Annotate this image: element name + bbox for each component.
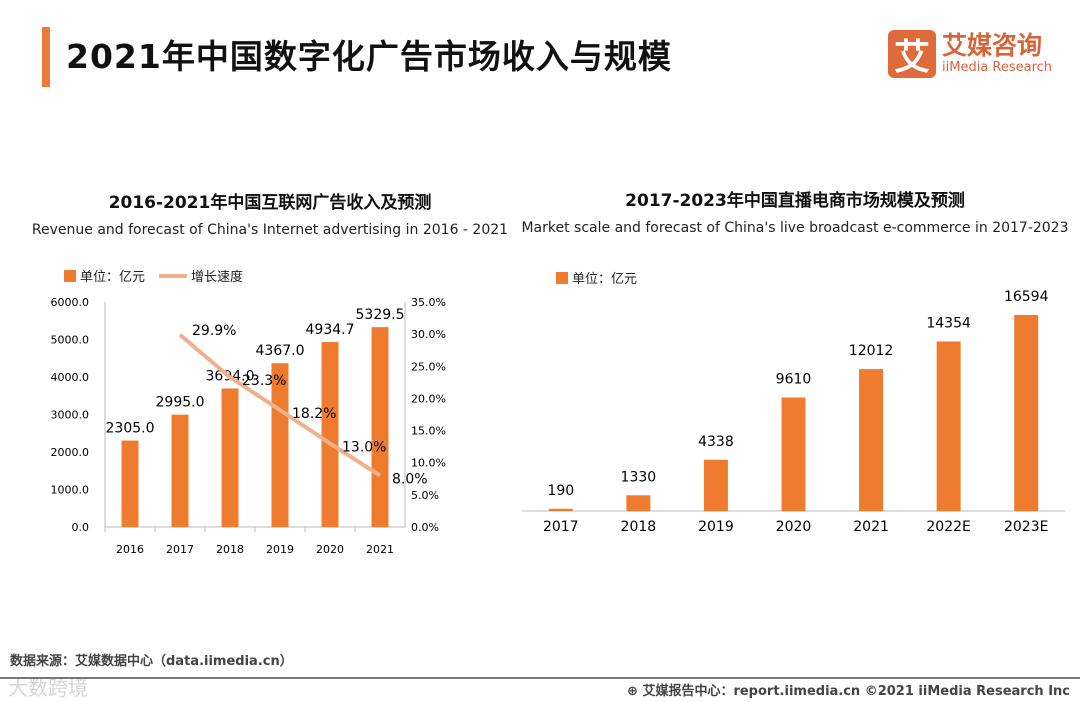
chart2-legend: 单位：亿元 (556, 268, 637, 287)
y-tick-label: 6000.0 (51, 296, 90, 309)
y2-tick-label: 0.0% (411, 521, 439, 534)
bar-value-label: 4934.7 (306, 322, 355, 338)
x-tick-label: 2019 (266, 543, 294, 556)
bar-value-label: 2995.0 (156, 395, 205, 411)
bar-value-label: 12012 (849, 343, 894, 359)
y2-tick-label: 5.0% (411, 489, 439, 502)
page-title: 2021年中国数字化广告市场收入与规模 (66, 37, 672, 76)
title-accent-bar (42, 27, 50, 87)
bar (781, 397, 806, 511)
footer-divider (0, 677, 1080, 679)
y-tick-label: 3000.0 (51, 409, 90, 422)
legend-bar-swatch (556, 271, 568, 284)
chart1-legend: 单位：亿元 增长速度 (64, 266, 243, 285)
y2-tick-label: 10.0% (411, 457, 446, 470)
legend-line-label: 增长速度 (191, 270, 244, 285)
x-tick-label: 2022E (926, 519, 970, 535)
bar (548, 508, 573, 511)
bar (626, 495, 651, 511)
growth-value-label: 18.2% (292, 406, 336, 422)
footer-report: ⊕ 艾媒报告中心：report.iimedia.cn ©2021 iiMedia… (627, 684, 1070, 699)
bar-value-label: 14354 (926, 315, 971, 331)
y2-tick-label: 35.0% (411, 296, 446, 309)
x-tick-label: 2018 (216, 543, 244, 556)
growth-value-label: 23.3% (242, 373, 286, 389)
y2-tick-label: 20.0% (411, 392, 446, 405)
data-source: 数据来源：艾媒数据中心（data.iimedia.cn） (10, 654, 293, 669)
bar-value-label: 4367.0 (256, 343, 305, 359)
bar (859, 369, 884, 511)
y2-tick-label: 30.0% (411, 328, 446, 341)
bar-value-label: 2305.0 (106, 421, 155, 437)
bar (171, 414, 189, 527)
growth-value-label: 29.9% (192, 323, 236, 339)
growth-line (178, 333, 382, 478)
y2-tick-label: 25.0% (411, 360, 446, 373)
globe-icon: ⊕ (627, 684, 643, 699)
bar-value-label: 4338 (698, 434, 734, 450)
x-tick-label: 2021 (853, 519, 889, 535)
y-tick-label: 0.0 (72, 521, 90, 534)
y2-tick-label: 15.0% (411, 425, 446, 438)
legend-bar-swatch (64, 269, 76, 282)
logo-cn: 艾媒咨询 (942, 31, 1043, 60)
y-tick-label: 1000.0 (51, 484, 90, 497)
y-tick-label: 5000.0 (51, 334, 90, 347)
legend-bar-label: 单位：亿元 (80, 270, 146, 285)
bar-value-label: 1330 (621, 469, 657, 485)
y-tick-label: 4000.0 (51, 371, 90, 384)
bar (271, 363, 289, 527)
chart1-subtitle: Revenue and forecast of China's Internet… (31, 222, 509, 238)
y-tick-label: 2000.0 (51, 446, 90, 459)
x-tick-label: 2020 (316, 543, 344, 556)
watermark: 大数跨境 (8, 676, 88, 700)
chart1-title: 2016-2021年中国互联网广告收入及预测 (108, 193, 432, 213)
x-tick-label: 2018 (621, 519, 657, 535)
logo-en: iiMedia Research (942, 60, 1053, 75)
chart2-subtitle: Market scale and forecast of China's liv… (521, 220, 1069, 236)
bar (703, 459, 728, 511)
bar (121, 440, 139, 527)
bar (1014, 315, 1039, 511)
logo-mark: 艾 (888, 30, 936, 78)
x-tick-label: 2020 (776, 519, 812, 535)
bar-value-label: 9610 (776, 371, 812, 387)
logo: 艾 艾媒咨询 iiMedia Research (888, 30, 1052, 78)
x-tick-label: 2017 (166, 543, 194, 556)
x-tick-label: 2021 (366, 543, 394, 556)
bar-value-label: 190 (547, 483, 574, 499)
x-tick-label: 2023E (1004, 519, 1048, 535)
chart2-title: 2017-2023年中国直播电商市场规模及预测 (625, 191, 965, 211)
x-tick-label: 2019 (698, 519, 734, 535)
bar (936, 341, 961, 511)
growth-value-label: 8.0% (392, 472, 428, 488)
growth-value-label: 13.0% (342, 439, 386, 455)
x-tick-label: 2017 (543, 519, 579, 535)
legend-line-swatch (159, 273, 188, 278)
bar (371, 327, 389, 527)
x-tick-label: 2016 (116, 543, 144, 556)
legend-bar-label: 单位：亿元 (572, 272, 638, 287)
bar (321, 341, 339, 527)
bar (221, 388, 239, 527)
bar-value-label: 16594 (1004, 289, 1049, 305)
bar-value-label: 5329.5 (356, 307, 405, 323)
